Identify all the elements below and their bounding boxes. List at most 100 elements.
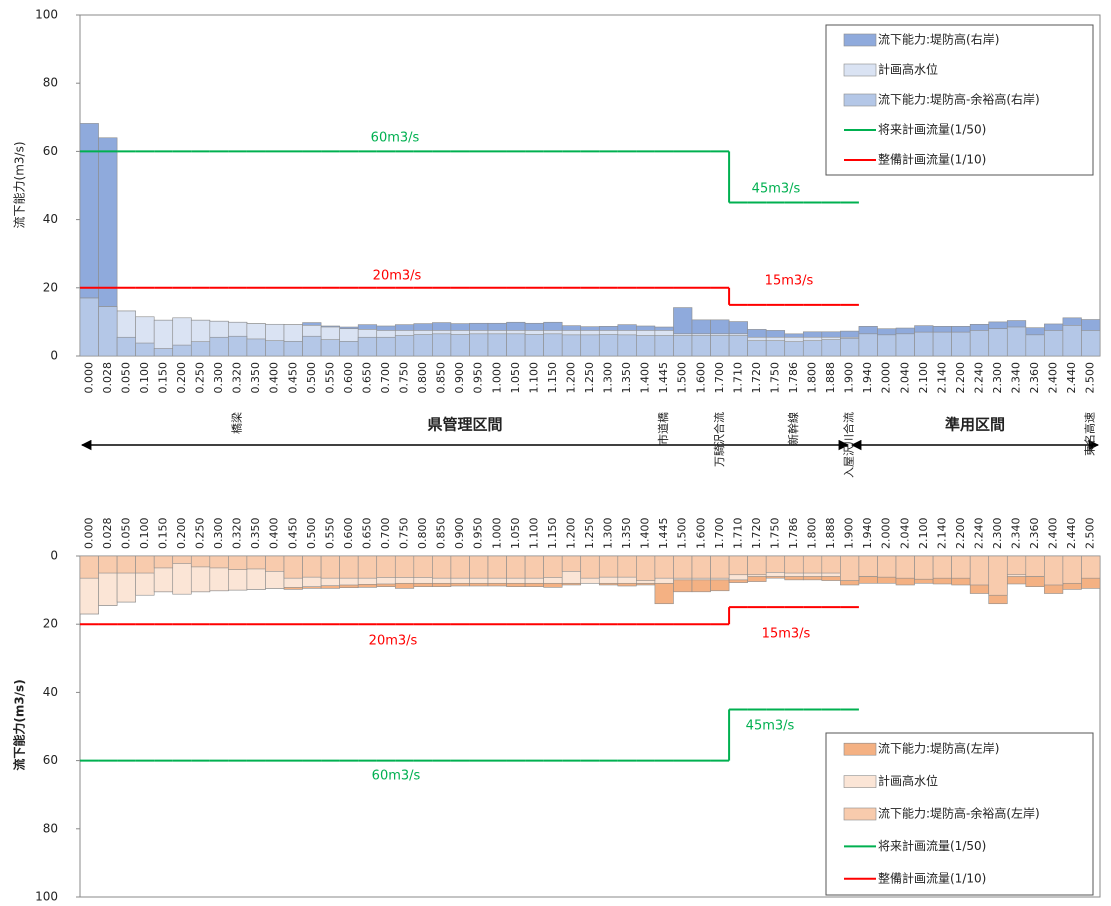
x-tick-label: 0.600 (342, 518, 355, 550)
x-tick-label: 1.940 (861, 518, 874, 550)
x-tick-label: 2.040 (898, 518, 911, 550)
x-tick-label: 0.600 (342, 362, 355, 394)
x-tick-label: 0.550 (323, 362, 336, 394)
x-tick-label: 0.800 (416, 518, 429, 550)
bar (543, 333, 563, 357)
bar (228, 335, 248, 357)
bar (969, 555, 990, 586)
line-annotation: 45m3/s (746, 719, 795, 734)
line-annotation: 20m3/s (373, 269, 422, 284)
y-tick-label: 40 (43, 212, 58, 226)
x-tick-label: 1.600 (694, 362, 707, 394)
x-tick-label: 2.440 (1065, 518, 1078, 550)
bar (895, 555, 915, 579)
bar (654, 335, 674, 357)
bar (765, 555, 786, 573)
bar (1062, 555, 1082, 584)
x-tick-label: 0.450 (286, 362, 299, 394)
bar (209, 336, 229, 357)
bar (561, 555, 582, 572)
bar (1081, 330, 1101, 357)
bar (357, 336, 378, 357)
legend-label: 流下能力:堤防高(右岸) (878, 32, 999, 47)
bar (1081, 555, 1101, 579)
landmark-label: 橋梁 (230, 412, 244, 434)
bar (1062, 325, 1082, 357)
bar (153, 348, 174, 357)
x-tick-label: 0.750 (398, 362, 411, 394)
bar (858, 555, 878, 577)
bar (840, 337, 860, 357)
bar (320, 339, 340, 357)
x-tick-label: 1.500 (676, 518, 689, 550)
y-tick-label: 0 (50, 549, 58, 563)
bar (877, 555, 897, 578)
bar (728, 555, 748, 576)
bar (858, 333, 878, 357)
x-tick-label: 0.250 (194, 518, 207, 550)
legend-label: 整備計画流量(1/10) (878, 152, 986, 167)
x-tick-label: 1.350 (620, 518, 633, 550)
x-tick-label: 0.250 (194, 362, 207, 394)
bar (228, 555, 248, 570)
line-annotation: 60m3/s (372, 769, 421, 784)
x-tick-label: 0.300 (212, 362, 225, 394)
x-tick-label: 1.000 (490, 362, 503, 394)
x-tick-label: 1.150 (546, 518, 559, 550)
bar (1025, 334, 1045, 357)
bar (747, 555, 767, 576)
x-tick-label: 1.600 (694, 518, 707, 550)
section-label: 準用区間 (945, 416, 1005, 434)
bar (617, 334, 637, 357)
legend-label: 流下能力:堤防高-余裕高(左岸) (878, 806, 1040, 821)
chart: 0 20 40 60 80 100 流下能力(m3/s) 0.000 0.028 0.050 0.1… (13, 8, 1101, 478)
y-tick-label: 100 (35, 890, 58, 904)
legend-swatch (843, 63, 877, 77)
x-tick-label: 0.650 (360, 518, 373, 550)
bar (209, 555, 229, 569)
bar (116, 336, 136, 357)
bar (524, 555, 544, 579)
x-tick-label: 0.320 (231, 362, 244, 394)
x-tick-label: 1.710 (731, 518, 744, 550)
x-tick-label: 2.340 (1010, 518, 1023, 549)
bar (190, 341, 211, 357)
y-tick-label: 20 (43, 617, 58, 631)
bar (969, 330, 990, 357)
bar (877, 334, 897, 357)
bar (320, 555, 340, 579)
x-tick-label: 1.200 (564, 518, 577, 550)
x-tick-label: 0.400 (268, 518, 281, 550)
x-tick-label: 1.445 (657, 362, 670, 394)
x-tick-label: 0.650 (360, 362, 373, 394)
x-tick-label: 0.800 (416, 362, 429, 394)
bar (914, 555, 934, 580)
x-tick-label: 2.300 (991, 518, 1004, 550)
bar (747, 340, 767, 357)
x-tick-label: 1.900 (843, 518, 856, 550)
x-tick-label: 2.040 (898, 362, 911, 394)
x-tick-label: 2.360 (1028, 518, 1041, 550)
x-tick-label: 0.000 (82, 362, 95, 394)
x-tick-label: 0.950 (472, 518, 485, 550)
landmark-label: 入屋沢川合流 (842, 412, 856, 478)
bar (691, 335, 711, 357)
bar (951, 331, 971, 357)
y-tick-label: 60 (43, 753, 58, 767)
x-tick-label: 1.940 (861, 362, 874, 394)
bar (265, 555, 285, 572)
x-tick-label: 1.786 (787, 362, 800, 394)
x-tick-label: 0.850 (435, 362, 448, 394)
x-tick-label: 2.000 (880, 518, 893, 550)
x-tick-label: 0.850 (435, 518, 448, 550)
bar (506, 555, 526, 579)
bar (802, 340, 823, 357)
bar (914, 331, 934, 357)
x-tick-label: 0.950 (472, 362, 485, 394)
bar (840, 555, 860, 581)
x-tick-label: 2.200 (954, 518, 967, 550)
bar (413, 334, 433, 357)
x-tick-label: 2.100 (917, 518, 930, 550)
line-annotation: 60m3/s (371, 131, 420, 146)
